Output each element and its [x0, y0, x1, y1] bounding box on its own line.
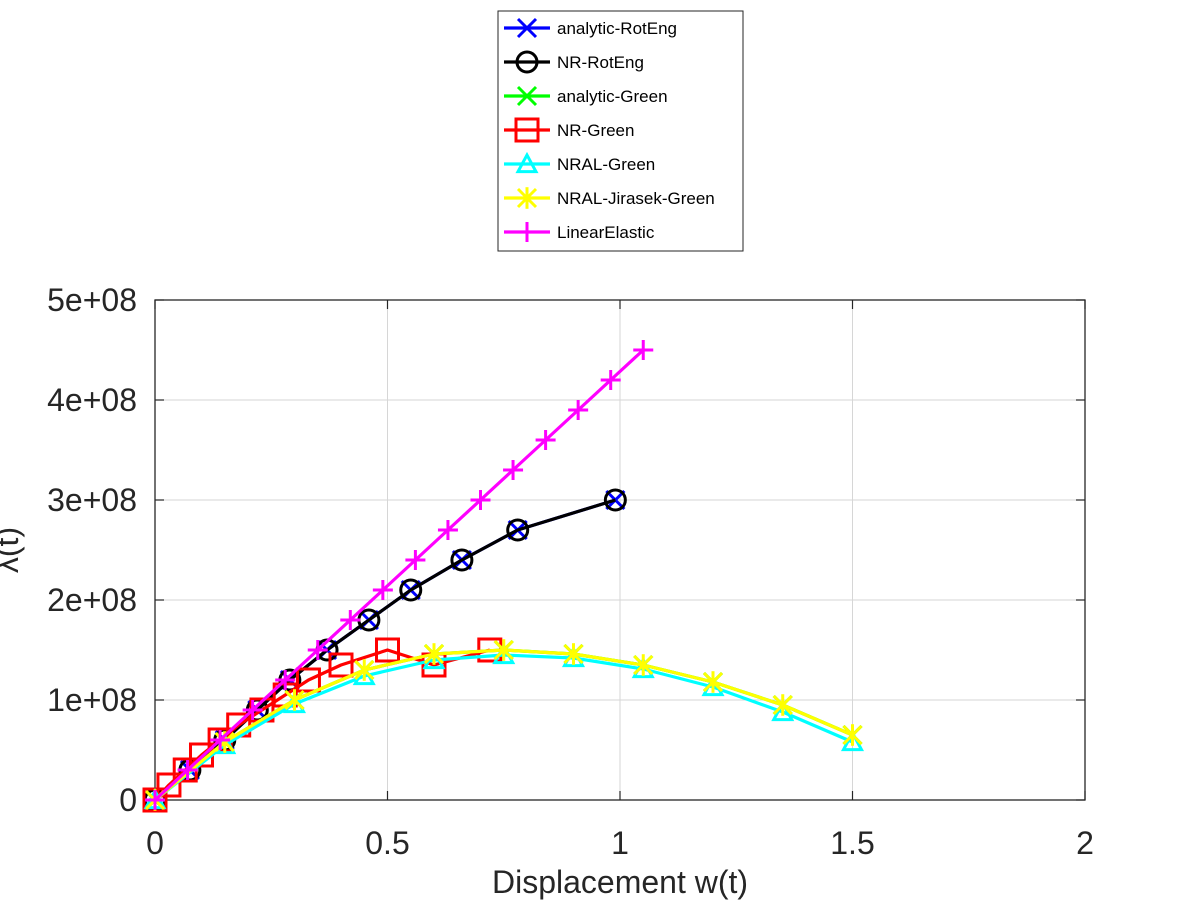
data-point: [633, 340, 654, 360]
y-axis-label: λ(t): [0, 527, 25, 573]
y-tick-label: 5e+08: [47, 282, 137, 318]
data-point: [328, 652, 354, 678]
y-tick-label: 1e+08: [47, 682, 137, 718]
legend-item: analytic-Green: [504, 85, 668, 107]
data-point: [210, 730, 231, 750]
data-point: [295, 667, 321, 693]
data-point: [568, 400, 589, 420]
legend-label: NRAL-Green: [557, 155, 655, 174]
data-point: [145, 790, 165, 810]
legend: analytic-RotEng NR-RotEng analytic-Green NR…: [497, 10, 744, 252]
data-point: [450, 548, 474, 572]
data-point: [177, 760, 198, 780]
data-point: [307, 640, 328, 660]
data-point: [516, 17, 538, 39]
data-point: [340, 610, 361, 630]
data-point: [772, 694, 793, 716]
data-point: [242, 700, 263, 720]
legend-item: LinearElastic: [504, 222, 655, 242]
data-point: [516, 85, 538, 107]
x-axis-label: Displacement w(t): [492, 864, 748, 900]
legend-label: analytic-RotEng: [557, 19, 677, 38]
data-point: [470, 490, 491, 510]
axes: 0 0.5 1 1.5 2 0 1e+08 2e+08 3e+08 4e+08 5e+08: [47, 282, 1094, 861]
data-point: [375, 637, 400, 663]
data-point: [517, 222, 537, 242]
data-point: [437, 520, 458, 540]
data-point: [405, 550, 426, 570]
legend-label: NR-Green: [557, 121, 634, 140]
data-point: [503, 460, 524, 480]
y-tick-label: 3e+08: [47, 482, 137, 518]
data-point: [284, 689, 305, 711]
data-point: [842, 724, 863, 746]
legend-item: NRAL-Jirasek-Green: [504, 187, 715, 209]
series-group: [142, 340, 865, 813]
legend-label: LinearElastic: [557, 223, 655, 242]
legend-label: analytic-Green: [557, 87, 668, 106]
legend-item: NRAL-Green: [504, 151, 655, 174]
data-point: [423, 643, 445, 665]
legend-item: NR-RotEng: [504, 50, 644, 74]
data-point: [633, 654, 654, 676]
data-point: [702, 671, 724, 693]
data-point: [563, 643, 584, 665]
data-point: [515, 151, 539, 174]
legend-item: analytic-RotEng: [504, 17, 677, 39]
y-tick-label: 2e+08: [47, 582, 137, 618]
data-point: [600, 370, 621, 390]
data-point: [516, 187, 538, 209]
x-tick-label: 0.5: [365, 825, 409, 861]
data-point: [372, 580, 393, 600]
data-point: [399, 578, 423, 602]
x-tick-label: 2: [1076, 825, 1094, 861]
series-NRAL-Jirasek-Green: [144, 639, 863, 811]
data-point: [506, 518, 530, 542]
y-tick-label: 4e+08: [47, 382, 137, 418]
legend-label: NR-RotEng: [557, 53, 644, 72]
grid-lines: [155, 300, 1085, 800]
legend-label: NRAL-Jirasek-Green: [557, 189, 715, 208]
data-point: [275, 670, 296, 690]
y-tick-label: 0: [119, 782, 137, 818]
legend-item: NR-Green: [504, 117, 634, 143]
data-point: [156, 772, 182, 798]
data-point: [603, 488, 627, 512]
x-tick-label: 1.5: [830, 825, 874, 861]
data-point: [515, 50, 539, 74]
data-point: [354, 659, 375, 681]
data-point: [493, 639, 514, 661]
data-point: [535, 430, 556, 450]
series-line: [153, 348, 645, 802]
x-tick-label: 1: [611, 825, 629, 861]
data-point: [514, 117, 540, 143]
series-LinearElastic: [145, 340, 654, 810]
x-tick-label: 0: [146, 825, 164, 861]
